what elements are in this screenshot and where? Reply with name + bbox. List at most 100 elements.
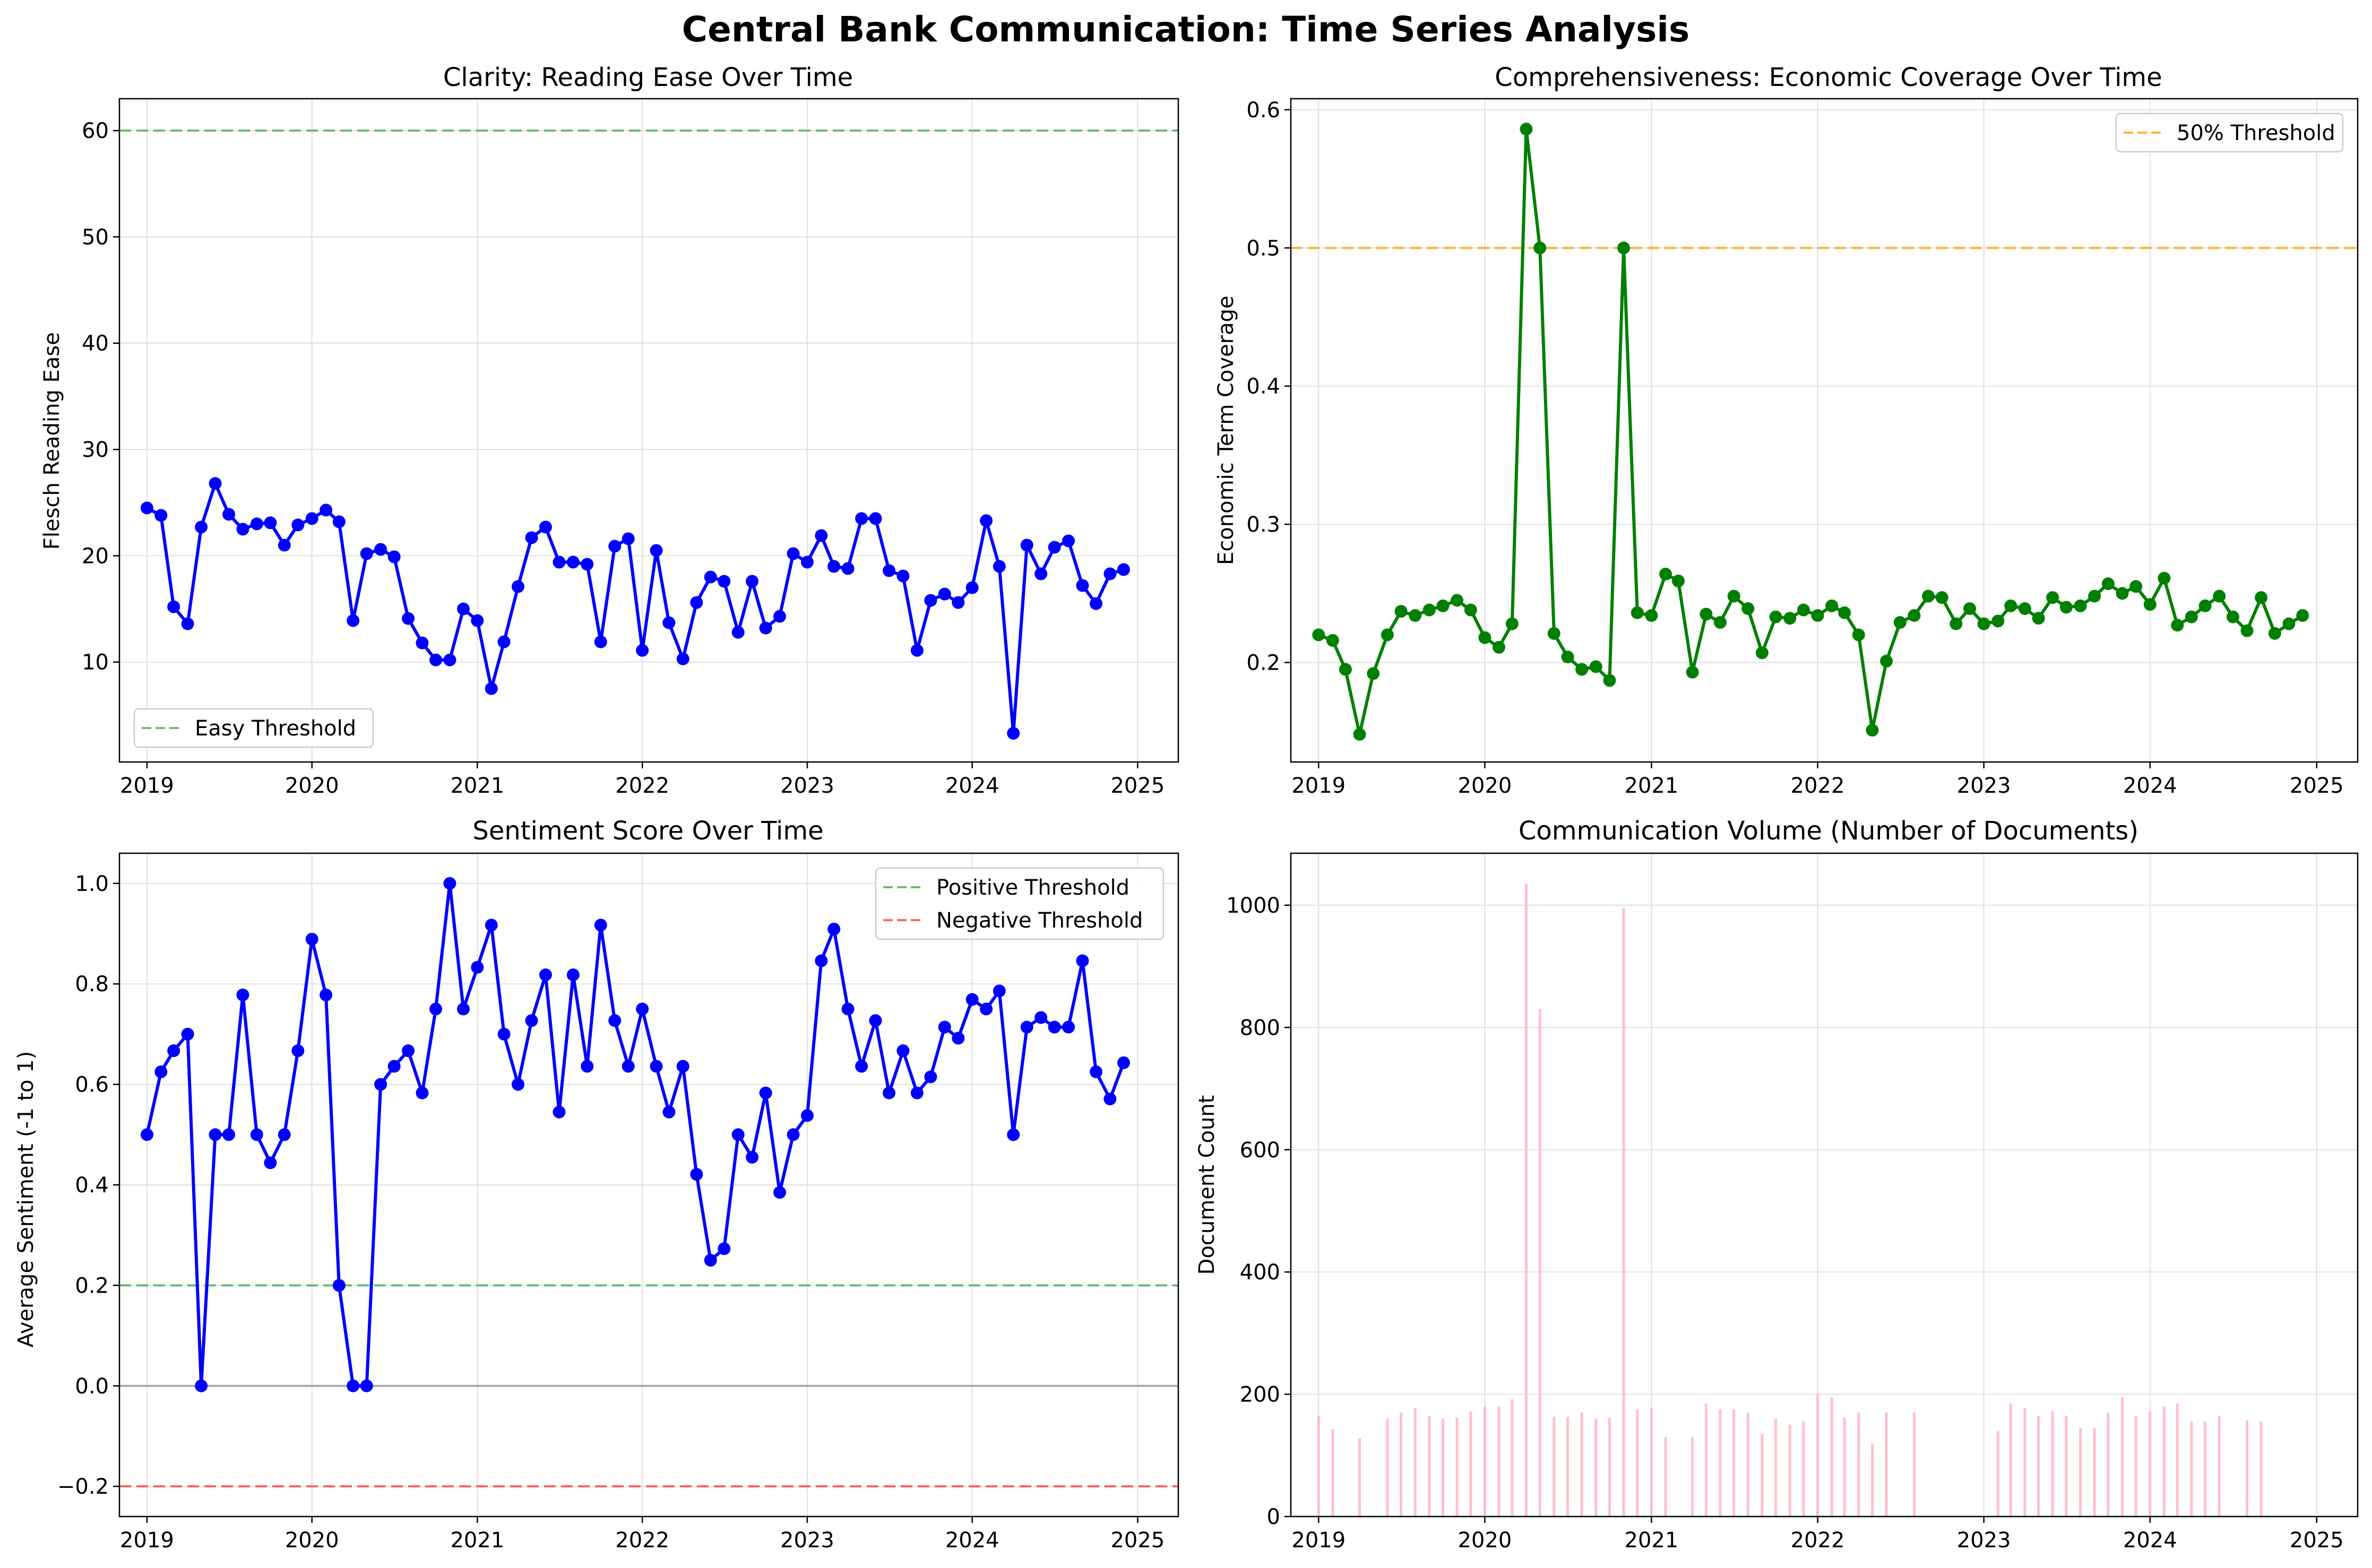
marks-layer — [140, 477, 1130, 740]
y-tick-label: 10 — [82, 651, 109, 675]
x-tick-label: 2020 — [1458, 1528, 1512, 1553]
data-point — [2240, 624, 2254, 637]
x-tick-label: 2022 — [615, 1528, 669, 1553]
x-tick-label: 2020 — [1458, 774, 1512, 798]
bar — [2246, 1420, 2249, 1517]
data-point — [2074, 599, 2087, 612]
data-point — [497, 635, 511, 648]
data-point — [1048, 1020, 1061, 1034]
x-tick-label: 2023 — [1957, 774, 2011, 798]
x-tick-label: 2019 — [120, 774, 174, 798]
data-point — [1547, 627, 1560, 640]
data-point — [566, 968, 580, 982]
data-point — [746, 1150, 759, 1164]
data-point — [154, 509, 168, 522]
data-point — [360, 547, 373, 560]
data-point — [1575, 663, 1589, 676]
x-tick-label: 2025 — [1110, 1528, 1165, 1553]
data-point — [167, 1044, 180, 1058]
data-point — [1880, 654, 1893, 668]
y-tick-label: 20 — [82, 544, 109, 568]
bar — [1469, 1411, 1472, 1517]
data-point — [855, 512, 868, 525]
x-tick-label: 2019 — [1291, 774, 1345, 798]
data-point — [1659, 567, 1672, 581]
data-point — [2282, 617, 2296, 630]
bar — [2259, 1422, 2263, 1517]
bar — [1719, 1409, 1722, 1517]
marks-layer — [140, 877, 1130, 1392]
data-point — [787, 1128, 800, 1141]
bar — [2051, 1411, 2054, 1517]
x-tick-label: 2023 — [1957, 1528, 2011, 1553]
data-point — [883, 564, 896, 577]
bar — [1664, 1437, 1667, 1517]
data-point — [1312, 628, 1325, 642]
data-point — [581, 1060, 594, 1073]
data-point — [1020, 1020, 1033, 1034]
data-point — [236, 523, 249, 536]
bar — [1843, 1417, 1846, 1517]
bar — [2065, 1415, 2068, 1517]
data-point — [305, 932, 318, 946]
legend-label: Easy Threshold — [195, 716, 356, 741]
data-point — [1062, 1020, 1075, 1034]
y-tick-label: 800 — [1240, 1016, 1280, 1040]
data-point — [320, 504, 333, 517]
data-point — [1811, 609, 1824, 622]
bar — [1816, 1394, 1819, 1517]
axis-ticks: 2019 2020 2021 2022 2023 2024 2025 10 20 30 40 50 60 — [82, 119, 1165, 798]
data-point — [1117, 1056, 1130, 1069]
data-point — [1991, 614, 2005, 628]
data-point — [429, 653, 443, 666]
data-point — [402, 612, 415, 625]
x-tick-label: 2023 — [780, 774, 834, 798]
data-point — [1436, 599, 1450, 612]
data-point — [2018, 602, 2031, 615]
data-point — [1561, 651, 1574, 664]
data-point — [140, 1128, 153, 1141]
bar — [1788, 1425, 1791, 1517]
legend-label: Positive Threshold — [936, 876, 1129, 900]
bar — [1857, 1413, 1860, 1517]
bar — [1442, 1418, 1445, 1517]
bar — [1885, 1413, 1888, 1517]
x-tick-label: 2019 — [1291, 1528, 1345, 1553]
data-point — [1908, 609, 1921, 622]
bar — [1608, 1417, 1611, 1517]
panel-title: Sentiment Score Over Time — [472, 816, 823, 846]
y-tick-label: 30 — [82, 438, 109, 462]
data-point — [305, 512, 318, 525]
data-point — [1617, 241, 1631, 255]
data-point — [1672, 574, 1685, 587]
data-point — [1409, 609, 1422, 622]
data-point — [320, 989, 333, 1002]
y-tick-label: 0.2 — [1246, 651, 1280, 675]
bar — [2107, 1413, 2110, 1517]
data-point — [209, 1128, 222, 1141]
data-point — [539, 521, 552, 534]
data-point — [800, 556, 814, 569]
data-point — [1533, 241, 1547, 255]
y-tick-label: 1000 — [1226, 894, 1280, 918]
data-point — [1505, 617, 1519, 630]
bar — [1497, 1406, 1500, 1517]
reference-layer — [119, 1284, 1178, 1488]
data-point — [581, 558, 594, 571]
data-point — [718, 1242, 731, 1255]
panel-document-volume: Communication Volume (Number of Document… — [1195, 816, 2359, 1553]
bar — [2176, 1403, 2179, 1517]
data-point — [2171, 619, 2184, 632]
y-axis-label: Flesch Reading Ease — [40, 332, 64, 550]
y-tick-label: 1.0 — [75, 872, 109, 896]
x-tick-label: 2022 — [1791, 1528, 1845, 1553]
data-point — [883, 1086, 896, 1099]
data-point — [1034, 567, 1048, 581]
data-point — [993, 560, 1006, 573]
legend-box — [133, 708, 374, 748]
data-point — [236, 989, 249, 1002]
data-point — [167, 600, 180, 613]
y-tick-label: 0.6 — [75, 1073, 109, 1097]
data-point — [154, 1065, 168, 1078]
